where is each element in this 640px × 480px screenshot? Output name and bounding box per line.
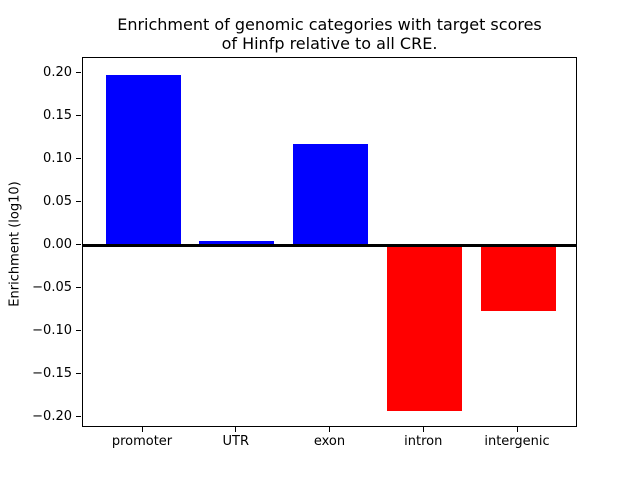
y-tick-label: −0.10 bbox=[32, 322, 72, 338]
bar-intron bbox=[386, 245, 462, 412]
y-tick-label: 0.20 bbox=[43, 64, 72, 80]
x-tick-label-intergenic: intergenic bbox=[484, 434, 550, 449]
x-tick-label-intron: intron bbox=[404, 434, 443, 449]
y-tick-label: −0.15 bbox=[32, 365, 72, 381]
bar-UTR bbox=[199, 240, 275, 246]
y-tick-mark bbox=[76, 200, 81, 202]
y-tick-mark bbox=[76, 329, 81, 331]
y-tick-mark bbox=[76, 415, 81, 417]
y-tick-label: −0.20 bbox=[32, 408, 72, 424]
y-tick-mark bbox=[76, 157, 81, 159]
y-tick-mark bbox=[76, 114, 81, 116]
y-tick-mark bbox=[76, 71, 81, 73]
bar-exon bbox=[293, 143, 368, 246]
y-tick-label: 0.10 bbox=[43, 150, 72, 166]
plot-area bbox=[82, 57, 577, 427]
x-tick-mark bbox=[329, 427, 330, 432]
x-tick-mark bbox=[141, 427, 143, 432]
x-tick-label-exon: exon bbox=[313, 434, 346, 449]
y-tick-label: 0.15 bbox=[43, 107, 72, 123]
bar-promoter bbox=[105, 74, 181, 246]
y-tick-label: −0.05 bbox=[32, 279, 72, 295]
x-tick-label-UTR: UTR bbox=[222, 434, 250, 449]
x-tick-mark bbox=[235, 427, 237, 432]
y-tick-mark bbox=[76, 372, 81, 374]
zero-line bbox=[83, 243, 576, 247]
y-tick-mark bbox=[76, 243, 81, 245]
chart-title: Enrichment of genomic categories with ta… bbox=[117, 15, 542, 53]
x-tick-mark bbox=[516, 427, 518, 432]
y-tick-label: 0.00 bbox=[43, 236, 72, 252]
y-tick-mark bbox=[76, 286, 81, 288]
x-tick-label-promoter: promoter bbox=[111, 434, 173, 449]
x-tick-mark bbox=[422, 427, 424, 432]
bar-intergenic bbox=[480, 245, 556, 311]
y-tick-label: 0.05 bbox=[43, 193, 72, 209]
